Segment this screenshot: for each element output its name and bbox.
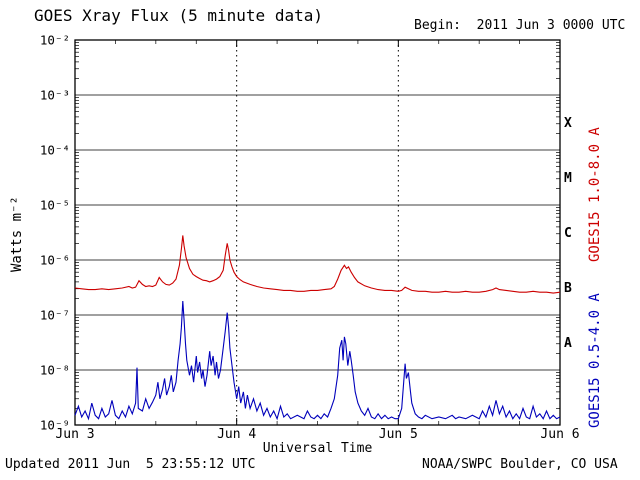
x-tick-label: Jun 5 — [379, 427, 418, 442]
y-tick-label: 10⁻⁸ — [40, 363, 70, 378]
flare-class-label: X — [564, 116, 572, 131]
y-tick-label: 10⁻⁶ — [40, 253, 70, 268]
series-line-long — [74, 235, 561, 294]
y-tick-label: 10⁻² — [40, 33, 70, 48]
flare-class-label: A — [564, 336, 572, 351]
chart-title: GOES Xray Flux (5 minute data) — [34, 6, 323, 25]
short-channel-label: GOES15 0.5-4.0 A — [587, 293, 603, 428]
updated-timestamp: Updated 2011 Jun 5 23:55:12 UTC — [5, 457, 256, 472]
flare-class-label: B — [564, 281, 572, 296]
y-tick-label: 10⁻⁷ — [40, 308, 70, 323]
begin-timestamp: Begin: 2011 Jun 3 0000 UTC — [414, 18, 626, 33]
x-axis-label: Universal Time — [262, 441, 373, 456]
x-tick-label: Jun 4 — [217, 427, 256, 442]
flare-class-label: C — [564, 226, 572, 241]
plot-border — [74, 39, 561, 426]
y-tick-label: 10⁻⁵ — [40, 198, 70, 213]
y-axis-label: Watts m⁻² — [9, 196, 25, 272]
flare-class-label: M — [564, 171, 572, 186]
credit: NOAA/SWPC Boulder, CO USA — [422, 457, 618, 472]
y-tick-label: 10⁻⁹ — [40, 418, 70, 433]
y-tick-label: 10⁻³ — [40, 88, 70, 103]
x-tick-label: Jun 3 — [55, 427, 94, 442]
series-line-short — [74, 300, 561, 421]
x-tick-label: Jun 6 — [540, 427, 579, 442]
y-tick-label: 10⁻⁴ — [40, 143, 70, 158]
long-channel-label: GOES15 1.0-8.0 A — [587, 127, 603, 262]
